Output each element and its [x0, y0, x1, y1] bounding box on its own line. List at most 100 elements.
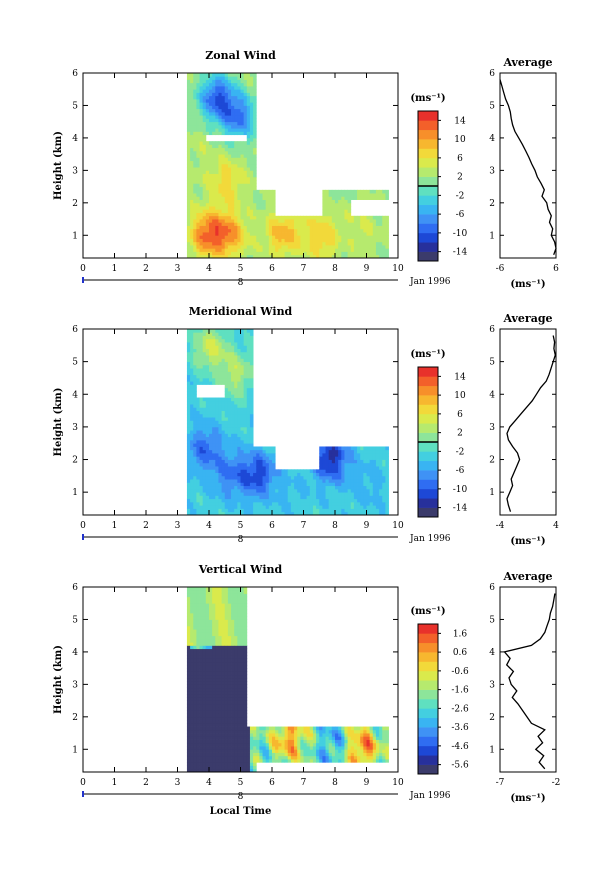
heat-cell	[249, 387, 254, 392]
heat-cell	[221, 694, 226, 698]
heat-cell	[202, 668, 207, 672]
heat-cell	[193, 89, 197, 93]
heat-cell	[193, 622, 197, 627]
profile-x-tick-label: -4	[496, 521, 505, 531]
heat-cell	[237, 73, 241, 77]
heat-cell	[300, 511, 304, 516]
heat-cell	[297, 475, 301, 480]
heat-cell	[338, 251, 342, 256]
heat-cell	[202, 755, 207, 760]
heat-cell	[199, 404, 204, 408]
heat-cell	[205, 215, 210, 220]
heat-cell	[278, 492, 282, 496]
heat-cell	[303, 511, 308, 516]
heat-cell	[316, 479, 320, 483]
heat-cell	[205, 183, 210, 187]
heat-cell	[193, 658, 197, 663]
heat-cell	[193, 733, 197, 737]
heat-cell	[221, 196, 226, 200]
heat-cell	[212, 606, 216, 611]
heat-cell	[221, 248, 226, 252]
heat-cell	[262, 251, 267, 256]
heat-cell	[328, 206, 333, 210]
heat-cell	[243, 410, 248, 415]
heat-cell	[209, 759, 213, 763]
heat-cell	[237, 466, 241, 470]
heat-cell	[325, 235, 330, 239]
heat-cell	[190, 433, 194, 438]
heat-cell	[221, 596, 226, 601]
heat-cell	[193, 475, 197, 480]
heat-cell	[186, 596, 191, 601]
heat-cell	[190, 606, 194, 611]
heat-cell	[366, 462, 371, 467]
heat-cell	[199, 596, 204, 601]
heat-cell	[306, 248, 311, 252]
heat-cell	[196, 713, 200, 718]
heat-cell	[186, 439, 191, 444]
heat-cell	[196, 609, 200, 614]
heat-cell	[243, 407, 248, 411]
heat-cell	[375, 508, 380, 513]
heat-cell	[199, 495, 204, 500]
heat-cell	[281, 475, 285, 480]
heat-cell	[335, 212, 339, 217]
heat-cell	[218, 170, 222, 175]
heat-cell	[268, 488, 273, 493]
heat-cell	[205, 466, 210, 470]
heat-cell	[190, 655, 194, 659]
heat-cell	[205, 616, 210, 620]
heat-cell	[212, 92, 216, 97]
heat-cell	[328, 511, 333, 516]
heat-cell	[243, 449, 248, 454]
heat-cell	[328, 475, 333, 480]
heat-cell	[212, 703, 216, 708]
heat-cell	[344, 254, 348, 259]
heat-cell	[259, 459, 263, 464]
heat-cell	[224, 433, 229, 438]
heat-cell	[290, 472, 295, 477]
colorbar-swatch	[418, 479, 438, 490]
heat-cell	[227, 596, 232, 601]
heat-cell	[350, 495, 355, 500]
heat-cell	[199, 361, 204, 366]
heat-cell	[275, 222, 279, 226]
heat-cell	[227, 160, 232, 165]
heat-cell	[369, 466, 374, 470]
heat-cell	[382, 482, 386, 487]
heat-cell	[196, 222, 200, 226]
heat-cell	[237, 173, 241, 178]
y-tick-label: 3	[72, 166, 78, 176]
heat-cell	[205, 726, 210, 731]
heat-cell	[243, 222, 248, 226]
heat-cell	[265, 215, 270, 220]
heat-cell	[224, 79, 229, 84]
heat-cell	[385, 472, 389, 477]
heat-cell	[344, 225, 348, 230]
heat-cell	[300, 508, 304, 513]
heat-cell	[234, 186, 238, 191]
heat-cell	[202, 335, 207, 340]
heat-cell	[306, 222, 311, 226]
heat-cell	[234, 508, 238, 513]
heat-cell	[331, 215, 336, 220]
heat-cell	[234, 79, 238, 84]
heat-cell	[186, 338, 191, 343]
heat-cell	[193, 82, 197, 87]
heat-cell	[249, 436, 254, 441]
heat-cell	[256, 508, 260, 513]
heat-cell	[190, 407, 194, 411]
heat-cell	[224, 752, 229, 757]
heat-cell	[319, 248, 323, 252]
heat-cell	[259, 254, 263, 259]
heat-cell	[253, 219, 257, 223]
heat-cell	[290, 251, 295, 256]
heat-cell	[303, 225, 308, 230]
heat-cell	[202, 749, 207, 753]
heat-cell	[385, 232, 389, 236]
heat-cell	[262, 462, 267, 467]
heat-cell	[240, 338, 245, 343]
heat-cell	[221, 723, 226, 727]
heat-cell	[272, 453, 276, 457]
heat-cell	[234, 462, 238, 467]
